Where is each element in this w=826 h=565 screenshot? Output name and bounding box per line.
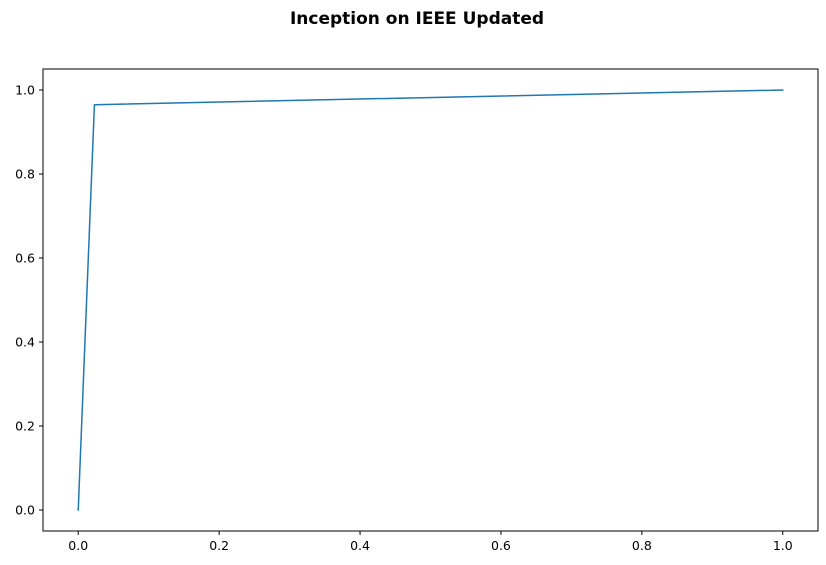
y-tick-label: 0.0 bbox=[15, 503, 35, 518]
axes-frame bbox=[42, 68, 819, 532]
y-tick-label: 1.0 bbox=[15, 83, 35, 98]
series-line-0 bbox=[77, 89, 784, 511]
y-tick-label: 0.2 bbox=[15, 419, 35, 434]
chart-title: Inception on IEEE Updated bbox=[290, 9, 544, 29]
x-tick-label: 0.2 bbox=[209, 538, 229, 553]
x-tick-label: 1.0 bbox=[773, 538, 793, 553]
y-tick-label: 0.6 bbox=[15, 251, 35, 266]
y-tick-label: 0.4 bbox=[15, 335, 35, 350]
x-tick-label: 0.8 bbox=[632, 538, 652, 553]
plot-area: 0.0 0.2 0.4 0.6 0.8 1.0 0.0 0.2 0.4 0.6 0.8 1.0 bbox=[15, 68, 819, 553]
x-tick-label: 0.4 bbox=[350, 538, 370, 553]
y-tick-label: 0.8 bbox=[15, 167, 35, 182]
x-tick-label: 0.6 bbox=[491, 538, 511, 553]
x-tick-label: 0.0 bbox=[68, 538, 88, 553]
